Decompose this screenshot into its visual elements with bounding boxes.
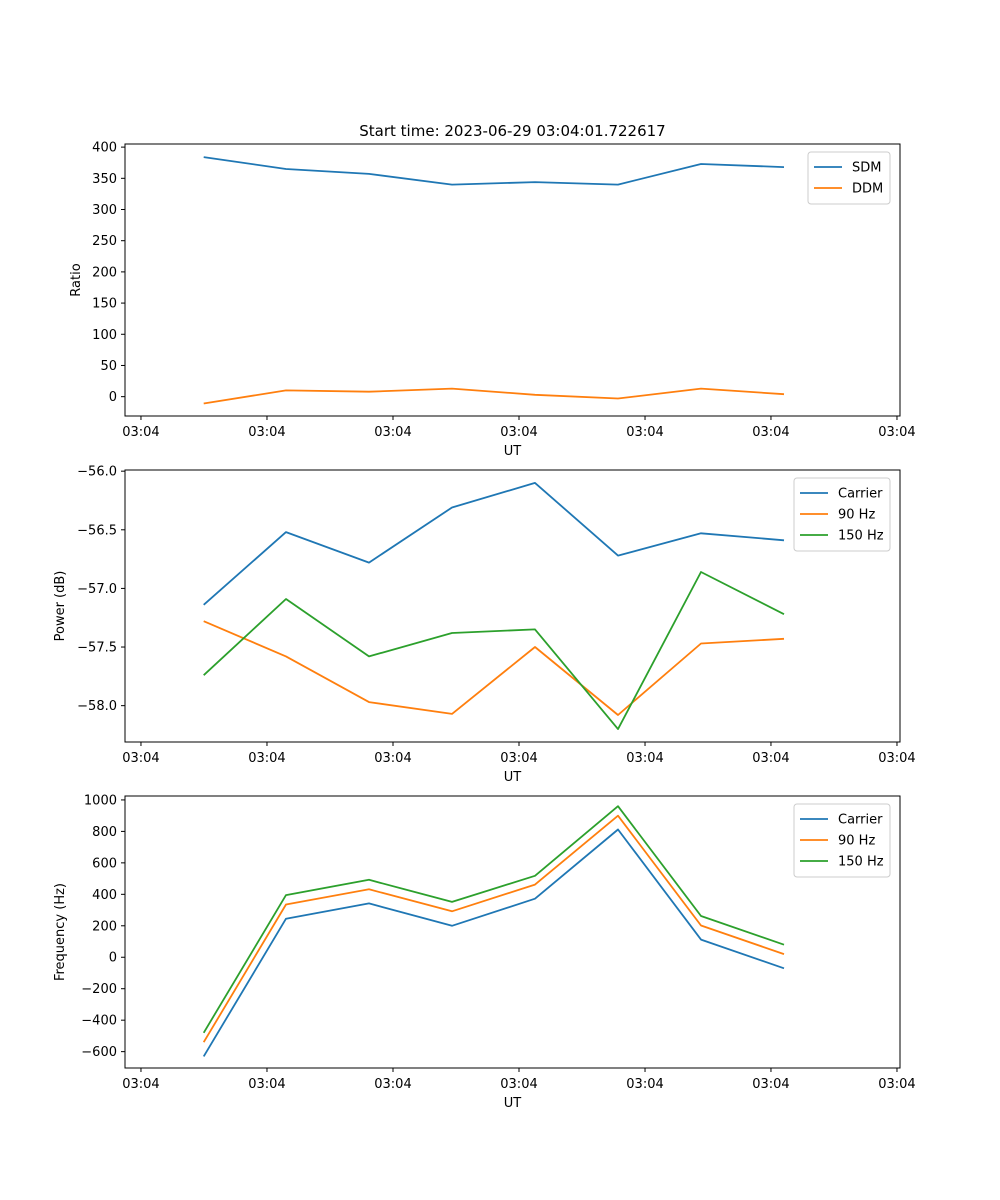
x-tick-label: 03:04 bbox=[752, 1077, 789, 1092]
y-tick-label: 100 bbox=[92, 328, 117, 343]
chart-panel-3: 03:04 03:04 03:04 03:04 03:04 03:04 03:04 −600 −… bbox=[53, 793, 916, 1111]
legend: Carrier 90 Hz 150 Hz bbox=[793, 803, 891, 878]
x-tick-label: 03:04 bbox=[500, 1077, 537, 1092]
axes-frame bbox=[124, 795, 901, 1069]
y-tick-label: 350 bbox=[92, 172, 117, 187]
legend-box bbox=[807, 151, 891, 205]
x-tick-label: 03:04 bbox=[752, 425, 789, 440]
x-tick-label: 03:04 bbox=[122, 1077, 159, 1092]
y-tick-label: −57.0 bbox=[77, 582, 117, 597]
y-tick-label: 250 bbox=[92, 234, 117, 249]
y-tick-label: −56.0 bbox=[77, 465, 117, 480]
y-axis-label: Frequency (Hz) bbox=[53, 883, 68, 981]
legend-entry: Carrier bbox=[838, 813, 883, 828]
series-line-carrier bbox=[203, 481, 785, 606]
y-tick-label: 400 bbox=[92, 888, 117, 903]
legend: Carrier 90 Hz 150 Hz bbox=[793, 477, 891, 552]
legend: SDM DDM bbox=[807, 151, 891, 205]
x-axis-label: UT bbox=[504, 770, 522, 785]
chart-panel-2: 03:04 03:04 03:04 03:04 03:04 03:04 03:04 −58.0… bbox=[53, 465, 916, 785]
x-tick-label: 03:04 bbox=[374, 425, 411, 440]
y-tick-label: 50 bbox=[100, 359, 117, 374]
x-tick-label: 03:04 bbox=[248, 751, 285, 766]
legend-box bbox=[793, 477, 891, 552]
y-tick-label: 200 bbox=[92, 919, 117, 934]
figure-title: Start time: 2023-06-29 03:04:01.722617 bbox=[359, 122, 665, 140]
y-axis-label: Power (dB) bbox=[53, 571, 68, 642]
axes-frame bbox=[124, 469, 901, 743]
charts: 03:04 03:04 03:04 03:04 03:04 03:04 03:04 0 50 10… bbox=[53, 141, 916, 1111]
y-tick-label: 400 bbox=[92, 141, 117, 156]
legend-entry: 150 Hz bbox=[838, 529, 884, 544]
y-tick-label: −200 bbox=[81, 982, 117, 997]
x-tick-label: 03:04 bbox=[374, 751, 411, 766]
x-tick-label: 03:04 bbox=[374, 1077, 411, 1092]
y-tick-label: −58.0 bbox=[77, 699, 117, 714]
series-line-90-hz bbox=[202, 814, 785, 1043]
legend-entry: DDM bbox=[852, 182, 883, 197]
x-tick-label: 03:04 bbox=[248, 1077, 285, 1092]
x-tick-label: 03:04 bbox=[878, 751, 915, 766]
chart-panel-1: 03:04 03:04 03:04 03:04 03:04 03:04 03:04 0 50 10… bbox=[69, 141, 916, 459]
legend-entry: Carrier bbox=[838, 487, 883, 502]
series-line-sdm bbox=[203, 156, 785, 186]
x-tick-label: 03:04 bbox=[626, 425, 663, 440]
axes-frame bbox=[124, 143, 901, 417]
y-tick-label: 300 bbox=[92, 203, 117, 218]
y-tick-label: −400 bbox=[81, 1014, 117, 1029]
y-tick-label: −600 bbox=[81, 1045, 117, 1060]
series-line-90-hz bbox=[203, 620, 785, 716]
y-tick-label: 150 bbox=[92, 297, 117, 312]
legend-entry: 90 Hz bbox=[838, 834, 875, 849]
x-tick-label: 03:04 bbox=[752, 751, 789, 766]
x-tick-label: 03:04 bbox=[500, 751, 537, 766]
x-tick-label: 03:04 bbox=[500, 425, 537, 440]
legend-box bbox=[793, 803, 891, 878]
x-tick-label: 03:04 bbox=[626, 1077, 663, 1092]
series-line-carrier bbox=[202, 828, 785, 1057]
legend-entry: 150 Hz bbox=[838, 855, 884, 870]
y-tick-label: −56.5 bbox=[77, 523, 117, 538]
series-line-150-hz bbox=[203, 571, 785, 730]
y-tick-label: −57.5 bbox=[77, 641, 117, 656]
x-axis-label: UT bbox=[504, 1096, 522, 1111]
y-tick-label: 0 bbox=[109, 951, 117, 966]
y-tick-label: 0 bbox=[109, 390, 117, 405]
x-tick-label: 03:04 bbox=[626, 751, 663, 766]
x-tick-label: 03:04 bbox=[878, 425, 915, 440]
x-axis-label: UT bbox=[504, 444, 522, 459]
x-tick-label: 03:04 bbox=[878, 1077, 915, 1092]
y-axis-label: Ratio bbox=[69, 263, 84, 296]
x-tick-label: 03:04 bbox=[122, 751, 159, 766]
y-tick-label: 600 bbox=[92, 856, 117, 871]
x-tick-label: 03:04 bbox=[248, 425, 285, 440]
y-tick-label: 800 bbox=[92, 825, 117, 840]
y-tick-label: 1000 bbox=[84, 793, 117, 808]
y-tick-label: 200 bbox=[92, 265, 117, 280]
series-line-150-hz bbox=[202, 805, 785, 1034]
x-tick-label: 03:04 bbox=[122, 425, 159, 440]
series-line-ddm bbox=[203, 387, 785, 405]
legend-entry: 90 Hz bbox=[838, 508, 875, 523]
legend-entry: SDM bbox=[852, 161, 881, 176]
